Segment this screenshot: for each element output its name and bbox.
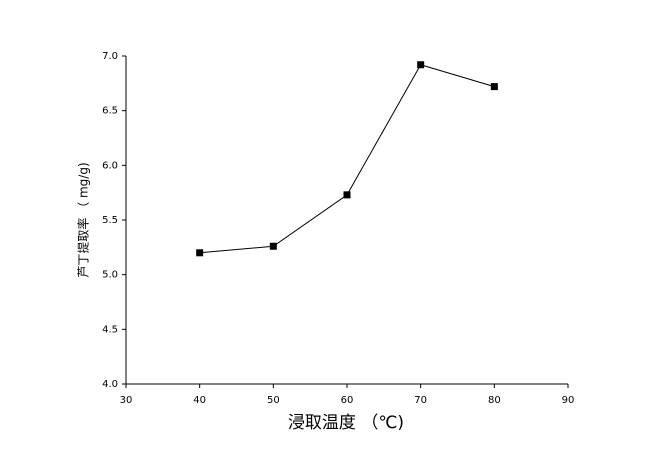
y-tick-label: 6.0 bbox=[102, 160, 118, 171]
data-point bbox=[343, 191, 351, 199]
x-tick-label: 40 bbox=[193, 395, 206, 406]
x-tick-label: 90 bbox=[562, 395, 575, 406]
data-point bbox=[269, 242, 277, 250]
y-tick-label: 7.0 bbox=[102, 51, 118, 62]
x-tick-label: 50 bbox=[267, 395, 280, 406]
x-tick-label: 60 bbox=[341, 395, 354, 406]
data-point bbox=[417, 61, 425, 69]
data-point bbox=[490, 83, 498, 91]
x-axis-title: 浸取温度 （℃) bbox=[288, 413, 404, 433]
x-tick-label: 30 bbox=[120, 395, 133, 406]
data-point bbox=[196, 249, 204, 257]
y-tick-label: 5.5 bbox=[102, 215, 118, 226]
series-line bbox=[199, 64, 495, 254]
y-tick-label: 6.5 bbox=[102, 106, 118, 117]
y-tick-label: 4.0 bbox=[102, 379, 118, 390]
y-tick-label: 4.5 bbox=[102, 324, 118, 335]
x-tick-label: 70 bbox=[414, 395, 427, 406]
y-axis-title: 芦丁提取率 （ mg/g) bbox=[76, 162, 91, 277]
y-tick-label: 5.0 bbox=[102, 270, 118, 281]
x-tick-label: 80 bbox=[488, 395, 501, 406]
